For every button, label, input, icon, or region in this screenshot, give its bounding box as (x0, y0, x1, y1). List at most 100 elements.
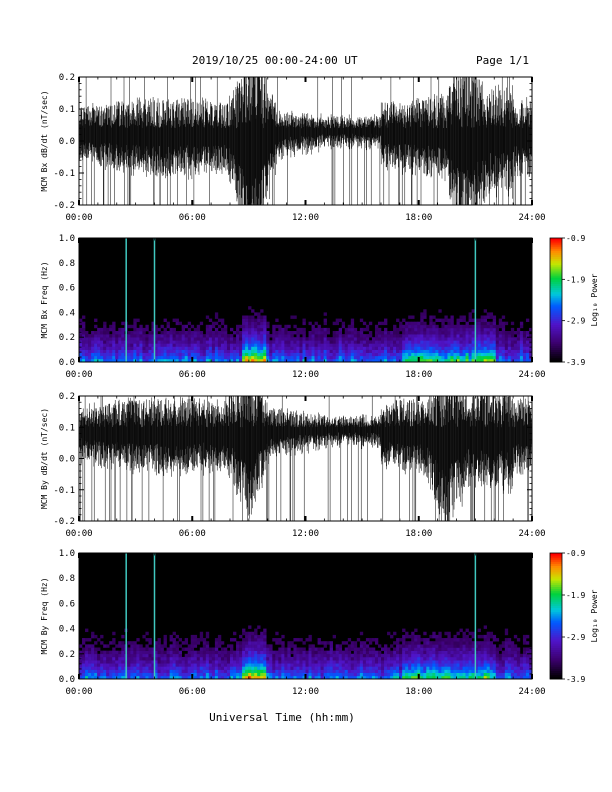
spectrogram-cell (148, 346, 152, 350)
spectrogram-cell (429, 318, 433, 322)
spectrogram-cell (447, 663, 451, 667)
spectrogram-cell (423, 321, 427, 326)
spectrogram-cell (130, 349, 134, 353)
spectrogram-cell (163, 358, 167, 363)
spectrogram-cell (242, 318, 246, 322)
x-axis-1: 00:00 06:00 12:00 18:00 24:00 (65, 77, 546, 223)
spectrogram-cell (420, 343, 424, 347)
spectrogram-cell (88, 663, 92, 667)
spectrogram-cell (504, 669, 509, 673)
spectrogram-cell (468, 349, 472, 353)
spectrogram-cell (118, 334, 122, 338)
spectrogram-cell (453, 358, 457, 363)
spectrogram-cell (251, 331, 255, 335)
spectrogram-cell (338, 675, 343, 680)
spectrogram-cell (411, 641, 415, 645)
spectrogram-cell (142, 666, 146, 670)
y-axis-label: MCM By Freq (Hz) (40, 577, 49, 654)
spectrogram-cell (483, 321, 487, 326)
spectrogram-cell (495, 355, 500, 360)
spectrogram-cell (365, 656, 370, 661)
spectrogram-cell (329, 653, 333, 658)
spectrogram-cell (414, 349, 418, 353)
spectrogram-cell (387, 656, 391, 661)
spectrogram-cell (196, 334, 201, 338)
spectrogram-cell (245, 340, 249, 344)
y-tick-label: -0.2 (53, 517, 75, 527)
spectrogram-cell (435, 318, 439, 322)
spectrogram-cell (417, 340, 421, 344)
spectrogram-cell (109, 650, 113, 655)
spectrogram-cell (251, 666, 255, 670)
spectrogram-cell (359, 343, 364, 347)
spectrogram-cell (79, 669, 83, 673)
spectrogram-cell (284, 340, 288, 344)
spectrogram-cell (453, 349, 457, 353)
colorbar-swatch (550, 331, 562, 334)
spectrogram-cell (477, 656, 481, 661)
spectrogram-cell (522, 666, 527, 670)
spectrogram-cell (163, 327, 167, 332)
x-tick-label: 18:00 (405, 687, 432, 697)
spectrogram-cell (205, 672, 210, 677)
spectrogram-cell (381, 647, 385, 651)
spectrogram-cell (272, 660, 276, 664)
spectrogram-cell (278, 647, 282, 651)
spectrogram-cell (115, 660, 119, 664)
spectrogram-cell (465, 334, 469, 338)
spectrogram-cell (510, 666, 515, 670)
spectrogram-cell (459, 638, 463, 642)
spectrogram-cell (260, 660, 264, 664)
spectrogram-cell (480, 644, 484, 648)
colorbar-swatch (550, 304, 562, 307)
spectrogram-cell (365, 675, 370, 680)
spectrogram-cell (263, 638, 267, 642)
spectrogram-cell (109, 672, 113, 677)
spectrogram-cell (519, 349, 524, 353)
spectrogram-cell (299, 666, 303, 670)
spectrogram-cell (519, 340, 524, 344)
colorbar-swatch (550, 626, 562, 629)
spectrogram-cell (115, 650, 119, 655)
spectrogram-cell (393, 631, 397, 636)
y-tick-label: -0.1 (53, 169, 75, 179)
spectrogram-cell (187, 663, 192, 667)
spectrogram-cell (414, 321, 418, 326)
spectrogram-cell (245, 349, 249, 353)
colorbar-swatch (550, 248, 562, 251)
spectrogram-cell (528, 666, 533, 670)
spectrogram-cell (498, 349, 503, 353)
spectrogram-cell (432, 650, 436, 655)
spectrogram-cell (411, 653, 415, 658)
spectrogram-cell (275, 638, 279, 642)
spectrogram-cell (317, 663, 321, 667)
spectrogram-cell (462, 315, 466, 319)
spectrogram-cell (97, 337, 101, 341)
spectrogram-cell (166, 334, 170, 338)
spectrogram-cell (272, 638, 276, 642)
spectrogram-cell (245, 647, 249, 651)
spectrogram-cell (501, 346, 506, 350)
x-tick-label: 18:00 (405, 370, 432, 380)
spectrogram-cell (384, 656, 388, 661)
spectrogram-cell (384, 644, 388, 648)
spectrogram-cell (181, 324, 185, 329)
spectrogram-cell (145, 653, 149, 658)
spectrogram-cell (272, 663, 276, 667)
spectrogram-cell (459, 663, 463, 667)
spectrogram-cell (426, 669, 430, 673)
spectrogram-cell (435, 660, 439, 664)
spectrogram-cell (127, 669, 131, 673)
spectrogram-cell (302, 337, 306, 341)
spectrogram-cell (257, 641, 261, 645)
spectrogram-cell (441, 327, 445, 332)
spectrogram-cell (368, 656, 373, 661)
spectrogram-cell (377, 669, 382, 673)
spectrogram-cell (477, 324, 481, 329)
spectrogram-cell (94, 666, 98, 670)
spectrogram-cell (465, 349, 469, 353)
colorbar-swatch (550, 343, 562, 346)
spectrogram-cell (226, 346, 231, 350)
spectrogram-cell (254, 653, 258, 658)
